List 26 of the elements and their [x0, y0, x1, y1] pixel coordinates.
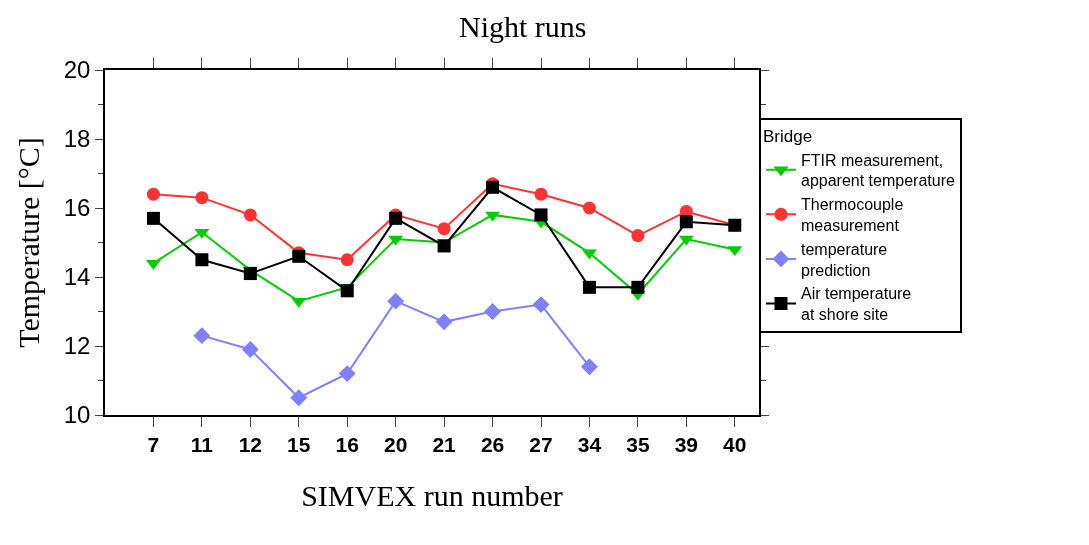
x-tick-label: 26 [480, 432, 505, 456]
x-tick-label: 39 [674, 432, 699, 456]
x-tick-label: 20 [383, 432, 408, 456]
chart-title: Night runs [458, 10, 587, 44]
legend-title: Bridge [763, 127, 813, 147]
y-tick-label: 16 [63, 194, 91, 222]
y-tick-label: 14 [63, 263, 91, 291]
x-tick-label: 35 [626, 432, 650, 456]
x-tick-label: 12 [238, 432, 263, 456]
x-tick-label: 7 [147, 432, 160, 456]
legend-label: FTIR measurement, apparent temperature [801, 151, 955, 190]
y-tick-label: 12 [63, 332, 91, 360]
y-axis-title: Temperature [°C] [12, 137, 46, 348]
x-tick-label: 16 [335, 432, 359, 456]
x-tick-label: 11 [190, 432, 214, 456]
x-tick-label: 21 [432, 432, 457, 456]
legend-label: Air temperature at shore site [801, 285, 912, 324]
x-tick-label: 27 [529, 432, 553, 456]
x-tick-label: 40 [723, 432, 747, 456]
y-tick-label: 10 [63, 401, 91, 429]
legend-label: temperature prediction [801, 240, 888, 279]
x-axis-title: SIMVEX run number [301, 478, 563, 512]
x-tick-label: 15 [287, 432, 311, 456]
y-tick-label: 18 [63, 125, 91, 153]
y-tick-label: 20 [63, 56, 91, 84]
x-tick-label: 34 [577, 432, 602, 456]
